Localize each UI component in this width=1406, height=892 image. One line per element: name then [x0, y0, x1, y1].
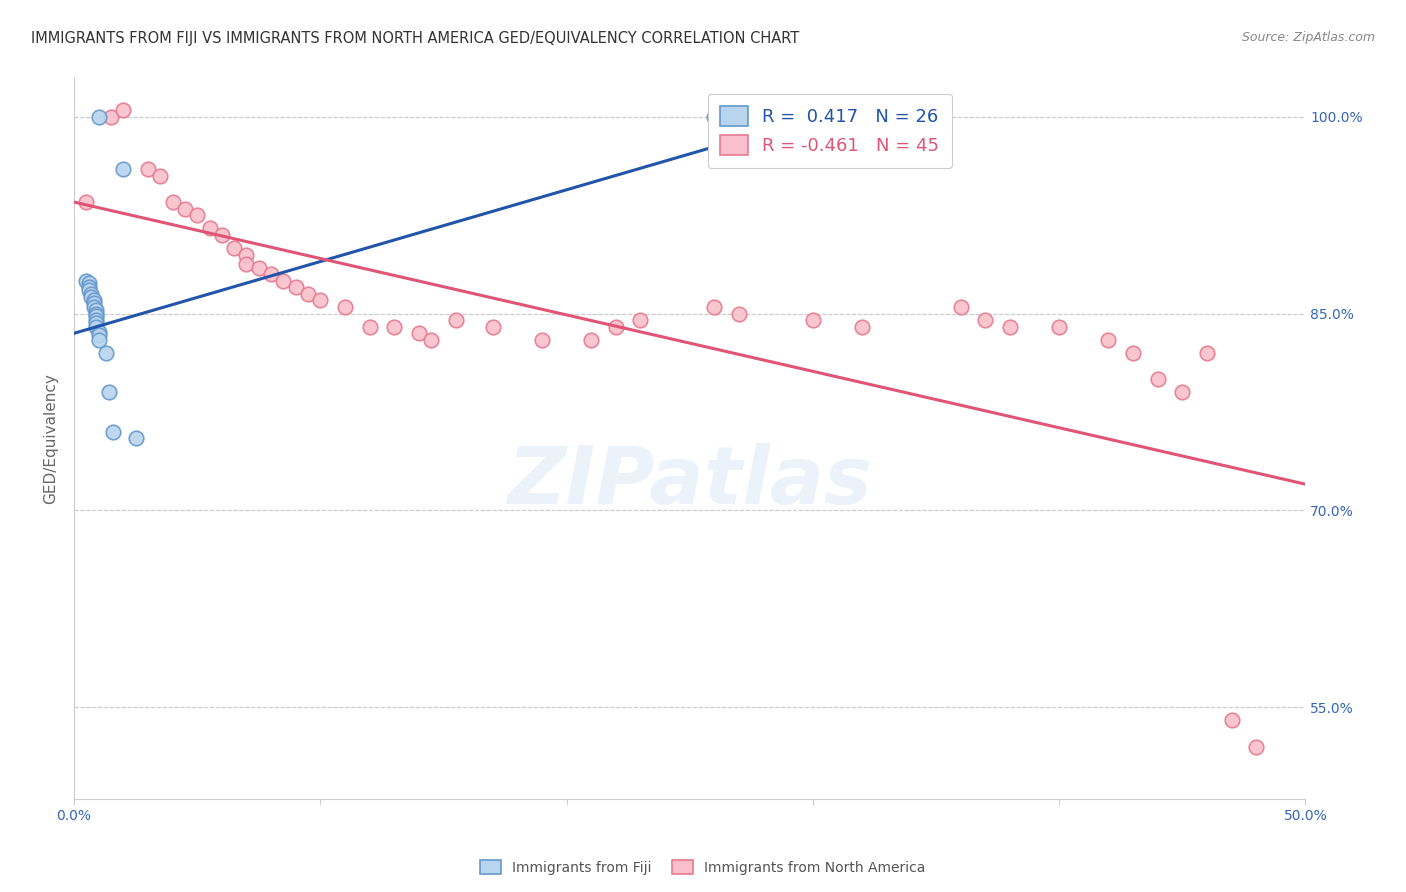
- Point: [333, 300, 356, 314]
- Point: [703, 300, 725, 314]
- Point: [630, 313, 652, 327]
- Point: [420, 333, 443, 347]
- Point: [83, 293, 105, 308]
- Point: [84, 313, 107, 327]
- Point: [801, 103, 824, 118]
- Point: [444, 313, 467, 327]
- Point: [273, 274, 295, 288]
- Point: [84, 307, 107, 321]
- Point: [87, 325, 110, 339]
- Point: [83, 300, 105, 314]
- Point: [77, 280, 100, 294]
- Point: [359, 319, 381, 334]
- Point: [1195, 346, 1218, 360]
- Legend: Immigrants from Fiji, Immigrants from North America: Immigrants from Fiji, Immigrants from No…: [475, 855, 931, 880]
- Point: [297, 287, 319, 301]
- Point: [382, 319, 405, 334]
- Text: ZIPatlas: ZIPatlas: [508, 442, 872, 521]
- Point: [112, 103, 135, 118]
- Point: [1171, 385, 1194, 400]
- Point: [801, 313, 824, 327]
- Y-axis label: GED/Equivalency: GED/Equivalency: [44, 373, 58, 504]
- Point: [100, 110, 122, 124]
- Point: [198, 221, 221, 235]
- Point: [84, 316, 107, 330]
- Text: IMMIGRANTS FROM FIJI VS IMMIGRANTS FROM NORTH AMERICA GED/EQUIVALENCY CORRELATIO: IMMIGRANTS FROM FIJI VS IMMIGRANTS FROM …: [31, 31, 799, 46]
- Point: [77, 283, 100, 297]
- Point: [112, 162, 135, 177]
- Point: [530, 333, 553, 347]
- Point: [1097, 333, 1119, 347]
- Point: [703, 110, 725, 124]
- Point: [77, 277, 100, 291]
- Point: [211, 227, 233, 242]
- Point: [84, 302, 107, 317]
- Point: [284, 280, 307, 294]
- Point: [1122, 346, 1144, 360]
- Point: [260, 267, 283, 281]
- Point: [1220, 714, 1243, 728]
- Point: [83, 296, 105, 310]
- Point: [235, 247, 257, 261]
- Point: [235, 257, 257, 271]
- Point: [162, 195, 184, 210]
- Point: [408, 326, 430, 341]
- Point: [124, 431, 146, 445]
- Point: [1244, 739, 1267, 754]
- Point: [851, 319, 873, 334]
- Point: [80, 287, 103, 301]
- Point: [581, 333, 603, 347]
- Point: [481, 319, 503, 334]
- Point: [728, 307, 751, 321]
- Point: [94, 346, 117, 360]
- Point: [103, 425, 125, 439]
- Point: [224, 241, 246, 255]
- Point: [87, 333, 110, 347]
- Text: Source: ZipAtlas.com: Source: ZipAtlas.com: [1241, 31, 1375, 45]
- Point: [136, 162, 159, 177]
- Point: [974, 313, 997, 327]
- Point: [84, 319, 107, 334]
- Point: [247, 260, 270, 275]
- Point: [84, 310, 107, 324]
- Point: [149, 169, 172, 183]
- Point: [87, 327, 110, 342]
- Point: [998, 319, 1021, 334]
- Point: [75, 274, 97, 288]
- Legend: R =  0.417   N = 26, R = -0.461   N = 45: R = 0.417 N = 26, R = -0.461 N = 45: [707, 94, 952, 168]
- Point: [174, 202, 197, 216]
- Point: [75, 195, 97, 210]
- Point: [80, 289, 103, 303]
- Point: [1047, 319, 1070, 334]
- Point: [1146, 372, 1168, 386]
- Point: [949, 300, 972, 314]
- Point: [605, 319, 627, 334]
- Point: [309, 293, 332, 308]
- Point: [186, 208, 208, 222]
- Point: [97, 385, 120, 400]
- Point: [87, 110, 110, 124]
